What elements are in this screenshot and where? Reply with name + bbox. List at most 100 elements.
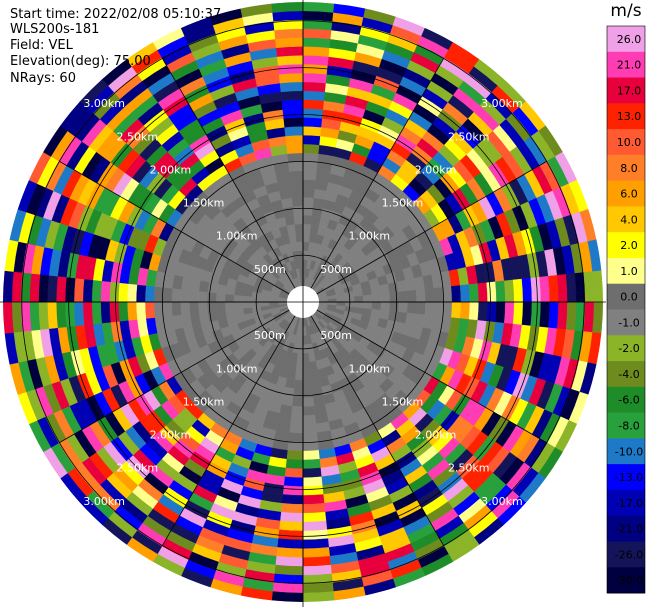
velocity-gate <box>180 301 191 316</box>
velocity-gate <box>224 293 235 303</box>
velocity-gate <box>207 310 219 323</box>
velocity-gate <box>284 215 296 226</box>
colorbar-tick-label: 8.0 <box>620 162 638 175</box>
velocity-gate <box>302 37 331 48</box>
velocity-gate <box>276 55 304 66</box>
velocity-gate <box>302 197 315 207</box>
velocity-gate <box>302 170 317 181</box>
colorbar-tick-label: -10.0 <box>615 445 643 458</box>
velocity-gate <box>530 301 542 328</box>
velocity-gate <box>433 287 444 303</box>
velocity-gate <box>294 223 304 234</box>
velocity-gate <box>56 301 67 329</box>
velocity-gate <box>302 63 329 75</box>
velocity-gate <box>73 277 85 303</box>
range-ring-label: 1.50km <box>382 395 424 408</box>
velocity-gate <box>91 301 102 325</box>
velocity-gate <box>302 10 334 22</box>
range-ring-label: 2.50km <box>116 462 158 475</box>
velocity-gate <box>336 297 346 303</box>
velocity-gate <box>206 301 217 313</box>
velocity-gate <box>592 270 603 303</box>
velocity-gates <box>3 2 603 602</box>
velocity-gate <box>302 117 323 128</box>
velocity-gate <box>302 99 325 110</box>
velocity-gate <box>47 301 58 329</box>
velocity-gate <box>289 179 304 190</box>
range-ring-label: 500m <box>320 263 352 276</box>
velocity-gate <box>100 280 111 303</box>
velocity-gate <box>224 301 235 311</box>
velocity-gate <box>295 361 304 372</box>
velocity-gate <box>389 301 400 313</box>
instrument-label: WLS200s-181 <box>10 22 100 37</box>
velocity-gate <box>283 117 304 128</box>
velocity-gate <box>82 278 94 303</box>
colorbar-swatch <box>607 180 645 207</box>
velocity-gate <box>424 301 435 316</box>
velocity-gate <box>292 388 304 399</box>
velocity-gate <box>281 99 304 110</box>
velocity-gate <box>548 301 559 329</box>
colorbar-tick-label: -26.0 <box>615 548 643 561</box>
velocity-gate <box>38 301 49 330</box>
velocity-gate <box>279 511 304 523</box>
velocity-gate <box>565 301 577 331</box>
velocity-gate <box>302 432 318 443</box>
colorbar-tick-label: -21.0 <box>615 523 643 536</box>
velocity-gate <box>302 28 332 40</box>
velocity-gate <box>557 274 568 303</box>
velocity-gate <box>272 10 304 22</box>
velocity-gate <box>302 55 330 66</box>
velocity-gate <box>29 301 41 331</box>
velocity-gate <box>424 288 435 303</box>
velocity-gate <box>291 397 304 407</box>
velocity-gate <box>302 388 314 399</box>
velocity-gate <box>406 301 417 315</box>
start-time-label: Start time: 2022/02/08 05:10:37 <box>10 7 222 22</box>
velocity-gate <box>302 450 320 461</box>
velocity-gate <box>215 301 226 312</box>
velocity-gate <box>302 529 329 541</box>
velocity-gate <box>162 287 173 303</box>
colorbar-swatch <box>607 412 645 439</box>
velocity-gate <box>302 134 321 146</box>
range-ring-label: 1.00km <box>216 230 258 243</box>
range-ring-label: 1.00km <box>349 230 391 243</box>
velocity-gate <box>171 301 182 316</box>
range-ring-label: 1.50km <box>183 197 225 210</box>
velocity-gate <box>292 205 304 216</box>
velocity-gate <box>302 205 314 216</box>
velocity-gate <box>512 278 524 303</box>
azimuth-spoke <box>316 161 547 295</box>
velocity-gate <box>486 301 497 323</box>
velocity-gate <box>271 591 304 602</box>
velocity-gate <box>73 301 85 327</box>
velocity-gate <box>302 379 313 390</box>
velocity-gate <box>302 179 317 190</box>
azimuth-spoke <box>59 309 290 443</box>
velocity-gate <box>290 188 304 199</box>
velocity-gate <box>302 556 331 567</box>
velocity-gate <box>289 423 304 434</box>
range-ring-grid <box>0 0 606 607</box>
colorbar-tick-label: 10.0 <box>617 136 642 149</box>
velocity-gate <box>276 46 304 57</box>
velocity-gate <box>302 2 335 13</box>
velocity-gate <box>274 564 304 576</box>
azimuth-spoke <box>316 309 547 443</box>
velocity-gate <box>278 72 304 84</box>
velocity-gate <box>539 301 550 329</box>
velocity-gate <box>281 494 304 505</box>
colorbar-swatch <box>607 361 645 388</box>
velocity-gate <box>109 301 120 323</box>
velocity-gate <box>398 290 408 303</box>
velocity-gate <box>415 301 426 316</box>
velocity-gate <box>171 288 182 303</box>
velocity-gate <box>512 301 524 326</box>
velocity-gate <box>284 126 304 137</box>
velocity-gate <box>433 301 444 317</box>
velocity-gate <box>64 276 76 303</box>
velocity-gate <box>302 108 324 119</box>
velocity-gate <box>362 294 373 303</box>
